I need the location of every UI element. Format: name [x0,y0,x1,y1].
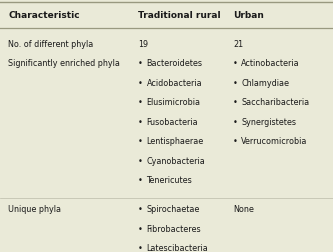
Text: 19: 19 [138,40,148,48]
Text: •: • [138,175,143,184]
Text: Characteristic: Characteristic [8,11,80,20]
Text: Bacteroidetes: Bacteroidetes [147,59,202,68]
Text: None: None [233,204,254,213]
Text: Latescibacteria: Latescibacteria [147,243,208,252]
Text: Fibrobacteres: Fibrobacteres [147,224,201,233]
Text: Elusimicrobia: Elusimicrobia [147,98,200,107]
Text: Cyanobacteria: Cyanobacteria [147,156,205,165]
Text: Spirochaetae: Spirochaetae [147,204,200,213]
Text: Lentisphaerae: Lentisphaerae [147,137,204,145]
Text: •: • [233,137,238,145]
Text: •: • [233,98,238,107]
Text: •: • [138,204,143,213]
Text: •: • [233,78,238,87]
Text: •: • [138,156,143,165]
Text: •: • [138,78,143,87]
Text: Traditional rural: Traditional rural [138,11,221,20]
Text: Chlamydiae: Chlamydiae [241,78,289,87]
Text: •: • [138,59,143,68]
Text: Tenericutes: Tenericutes [147,175,192,184]
Text: No. of different phyla: No. of different phyla [8,40,94,48]
Text: •: • [138,224,143,233]
Text: •: • [138,117,143,126]
Text: •: • [233,59,238,68]
Text: Unique phyla: Unique phyla [8,204,61,213]
Text: Saccharibacteria: Saccharibacteria [241,98,310,107]
Text: Synergistetes: Synergistetes [241,117,296,126]
Text: Acidobacteria: Acidobacteria [147,78,202,87]
Text: Fusobacteria: Fusobacteria [147,117,198,126]
Text: Significantly enriched phyla: Significantly enriched phyla [8,59,120,68]
Text: •: • [233,117,238,126]
Text: •: • [138,98,143,107]
Text: Actinobacteria: Actinobacteria [241,59,300,68]
Text: Urban: Urban [233,11,264,20]
Text: •: • [138,243,143,252]
Text: Verrucomicrobia: Verrucomicrobia [241,137,308,145]
Text: 21: 21 [233,40,243,48]
Text: •: • [138,137,143,145]
